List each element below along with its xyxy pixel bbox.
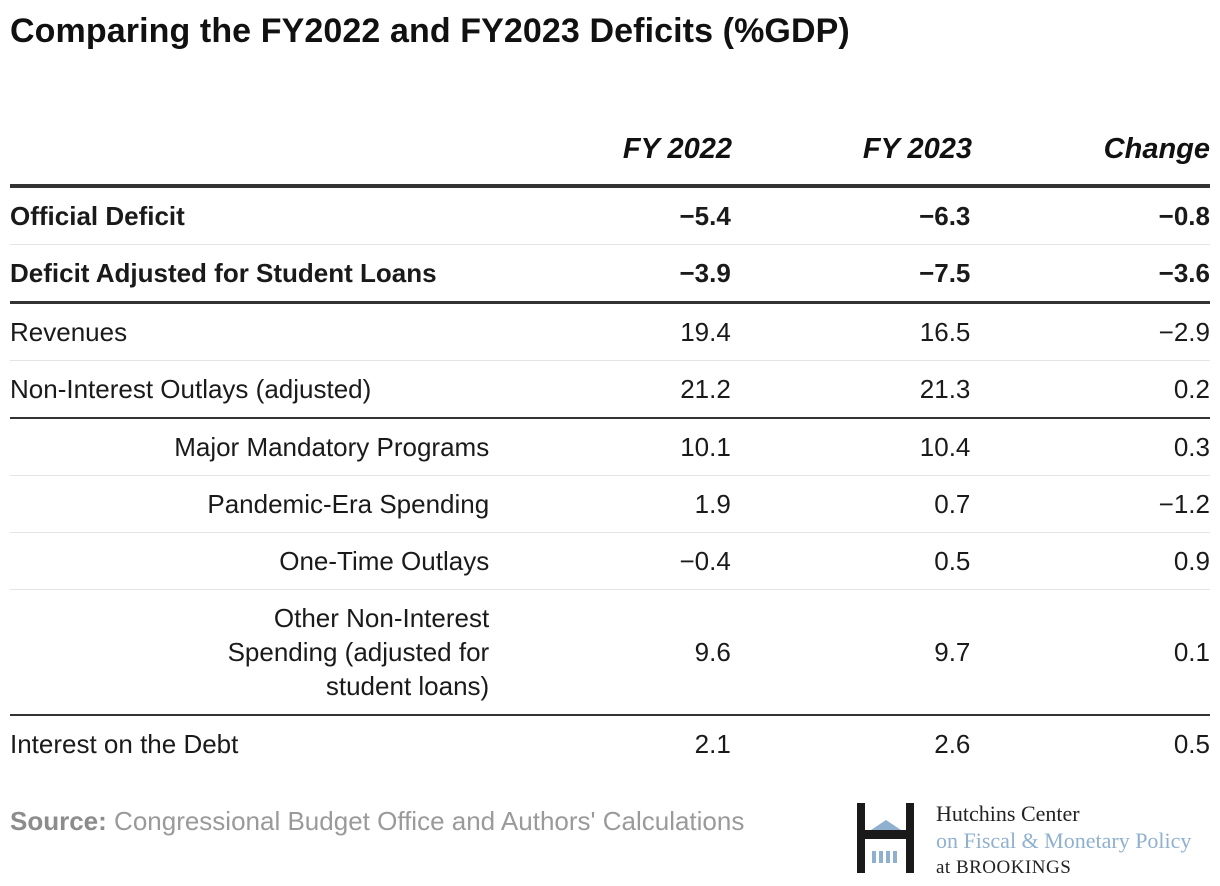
table-row-official-deficit: Official Deficit −5.4 −6.3 −0.8 [10, 188, 1210, 245]
cell-fy2023: −6.3 [919, 200, 971, 231]
cell-fy2023: 21.3 [919, 373, 971, 404]
cell-fy2022: −0.4 [679, 545, 731, 576]
cell-change: 0.3 [1173, 431, 1210, 462]
cell-change: −3.6 [1158, 257, 1210, 288]
cell-fy2023: 9.7 [934, 636, 971, 667]
row-label-line: student loans) [325, 671, 490, 701]
row-label: Major Mandatory Programs [174, 431, 490, 462]
table-row-adjusted-deficit: Deficit Adjusted for Student Loans −3.9 … [10, 245, 1210, 304]
cell-change: −0.8 [1158, 200, 1210, 231]
row-label: Pandemic-Era Spending [207, 488, 490, 519]
column-header-change: Change [1103, 133, 1210, 165]
brookings-building-icon [857, 803, 915, 878]
cell-fy2023: 10.4 [919, 431, 971, 462]
row-label: Interest on the Debt [10, 728, 239, 759]
deficit-table: FY 2022 FY 2023 Change Official Deficit … [10, 124, 1210, 772]
cell-fy2023: 2.6 [934, 728, 971, 759]
cell-fy2022: 9.6 [694, 636, 731, 667]
column-header-fy2023: FY 2023 [862, 133, 972, 165]
cell-fy2022: −5.4 [679, 200, 731, 231]
row-label-line: Spending (adjusted for [227, 637, 490, 667]
cell-change: −1.2 [1158, 488, 1210, 519]
table-row-revenues: Revenues 19.4 16.5 −2.9 [10, 304, 1210, 361]
row-label: Official Deficit [10, 200, 185, 231]
cell-fy2022: 19.4 [680, 316, 731, 347]
cell-change: −2.9 [1158, 316, 1210, 347]
logo-line-1: Hutchins Center [936, 801, 1080, 826]
cell-change: 0.5 [1173, 728, 1210, 759]
cell-fy2023: 0.5 [934, 545, 971, 576]
logo-line-3: at BROOKINGS [936, 857, 1072, 878]
table-row-other-non-interest: Other Non-Interest Spending (adjusted fo… [10, 590, 1210, 716]
column-header-fy2022: FY 2022 [622, 133, 732, 165]
cell-fy2022: −3.9 [679, 257, 731, 288]
cell-change: 0.1 [1173, 636, 1210, 667]
cell-change: 0.2 [1173, 373, 1210, 404]
row-label: Other Non-Interest Spending (adjusted fo… [10, 601, 490, 703]
logo-line-2: on Fiscal & Monetary Policy [936, 828, 1192, 853]
chart-title: Comparing the FY2022 and FY2023 Deficits… [10, 12, 850, 50]
source-text: Congressional Budget Office and Authors'… [106, 806, 745, 836]
row-label: One-Time Outlays [279, 545, 490, 576]
source-note: Source: Congressional Budget Office and … [10, 806, 744, 837]
table-row-one-time-outlays: One-Time Outlays −0.4 0.5 0.9 [10, 533, 1210, 590]
hutchins-logo-text: Hutchins Center on Fiscal & Monetary Pol… [936, 800, 1191, 881]
cell-fy2023: −7.5 [919, 257, 971, 288]
cell-change: 0.9 [1173, 545, 1210, 576]
cell-fy2023: 0.7 [934, 488, 971, 519]
source-prefix: Source: [10, 806, 107, 836]
table-row-pandemic-spending: Pandemic-Era Spending 1.9 0.7 −1.2 [10, 476, 1210, 533]
cell-fy2023: 16.5 [919, 316, 971, 347]
cell-fy2022: 1.9 [694, 488, 731, 519]
table-row-interest-on-debt: Interest on the Debt 2.1 2.6 0.5 [10, 716, 1210, 772]
row-label: Deficit Adjusted for Student Loans [10, 257, 437, 288]
table-row-major-mandatory: Major Mandatory Programs 10.1 10.4 0.3 [10, 419, 1210, 476]
table-header: FY 2022 FY 2023 Change [10, 124, 1210, 188]
row-label: Revenues [10, 316, 128, 347]
cell-fy2022: 21.2 [680, 373, 731, 404]
cell-fy2022: 2.1 [694, 728, 731, 759]
table-row-non-interest-outlays: Non-Interest Outlays (adjusted) 21.2 21.… [10, 361, 1210, 419]
row-label: Non-Interest Outlays (adjusted) [10, 373, 372, 404]
cell-fy2022: 10.1 [680, 431, 731, 462]
row-label-line: Other Non-Interest [273, 603, 490, 633]
